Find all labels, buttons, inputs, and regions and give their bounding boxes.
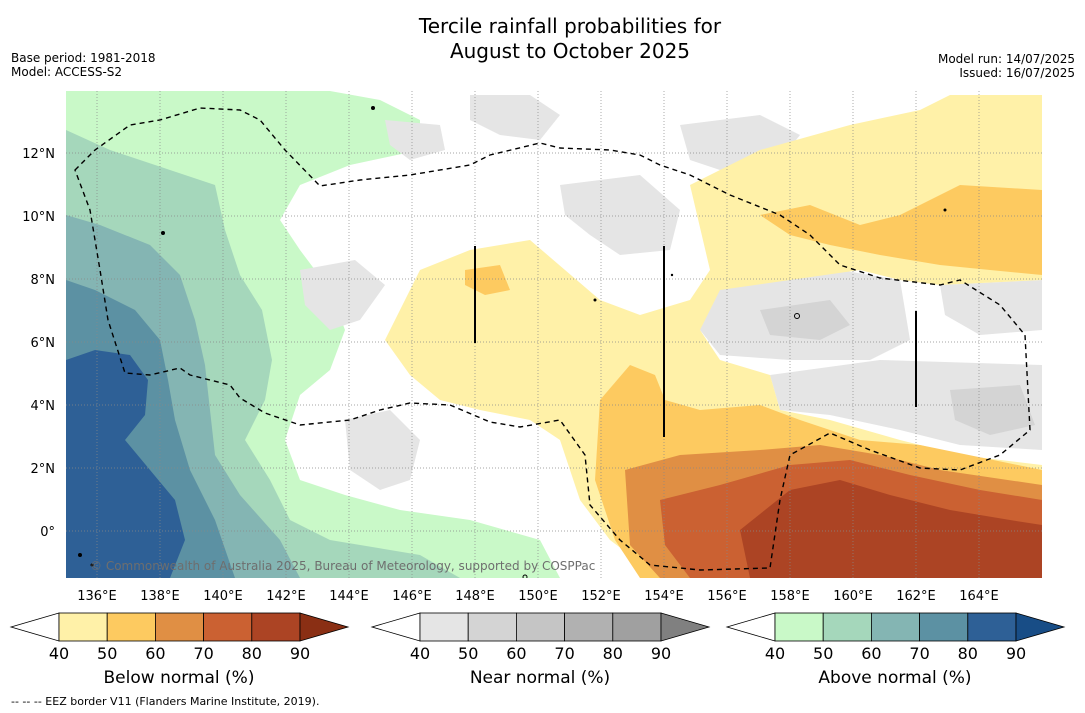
lon-label-140e: 140°E (203, 589, 243, 604)
lat-label-8n: 8°N (31, 273, 56, 288)
below-normal-colorbar: 40 50 60 70 80 90 (9, 612, 350, 663)
above-normal-colorbar-segment (871, 612, 921, 642)
lon-label-136e: 136°E (77, 589, 117, 604)
below-normal-colorbar-tick-label: 70 (193, 644, 213, 663)
eez-footnote: -- -- -- EEZ border V11 (Flanders Marine… (11, 695, 320, 708)
near-normal-patch-south (345, 410, 420, 490)
model-name: Model: ACCESS-S2 (11, 65, 123, 79)
title-line-2: August to October 2025 (449, 39, 691, 63)
lon-label-158e: 158°E (770, 589, 810, 604)
lon-label-164e: 164°E (959, 589, 999, 604)
below-normal-colorbar-tick-label: 90 (290, 644, 310, 663)
above-normal-colorbar-over-triangle (1015, 612, 1066, 642)
below-normal-colorbar-segment (251, 612, 301, 642)
near-normal-colorbar-segment (467, 612, 517, 642)
near-normal-patch-north (470, 95, 560, 140)
near-normal-patch-east-2 (760, 300, 850, 340)
map-area: © Commonwealth of Australia 2025, Bureau… (66, 91, 1042, 578)
above-normal-colorbar-segment (822, 612, 872, 642)
near-normal-label: Near normal (%) (469, 668, 611, 688)
near-normal-patch-southeast-2 (950, 385, 1035, 435)
near-normal-colorbar-segment (564, 612, 614, 642)
below-normal-50-small (465, 265, 510, 295)
lat-label-10n: 10°N (22, 210, 55, 225)
base-period: Base period: 1981-2018 (11, 51, 156, 65)
below-normal-colorbar-segment (203, 612, 253, 642)
above-normal-colorbar-segment (919, 612, 969, 642)
near-normal-patch-central (560, 175, 680, 255)
above-normal-colorbar-under-triangle (725, 612, 776, 642)
below-normal-colorbar-segment (58, 612, 108, 642)
lon-label-146e: 146°E (392, 589, 432, 604)
near-normal-colorbar-tick-label: 80 (603, 644, 623, 663)
near-normal-colorbar-tick-label: 50 (458, 644, 478, 663)
issued-date: Issued: 16/07/2025 (959, 66, 1075, 80)
below-normal-colorbar-segment (154, 612, 204, 642)
islands (78, 106, 947, 578)
above-normal-colorbar: 40 50 60 70 80 90 (725, 612, 1066, 663)
near-normal-colorbar-segment (516, 612, 566, 642)
colorbars: 40 50 60 70 80 90 40 50 60 70 80 90 40 50 60 70 80 90 (9, 612, 1066, 663)
run-info: Model run: 14/07/2025 Issued: 16/07/2025 (938, 52, 1075, 80)
lon-label-152e: 152°E (581, 589, 621, 604)
boundary-lines (474, 246, 917, 437)
below-normal-80-region (740, 480, 1042, 578)
below-normal-colorbar-tick-label: 60 (145, 644, 165, 663)
near-normal-colorbar-segment (612, 612, 662, 642)
lat-label-12n: 12°N (22, 147, 55, 162)
below-normal-colorbar-tick-label: 50 (97, 644, 117, 663)
gridlines (66, 91, 1042, 578)
lat-label-4n: 4°N (31, 399, 56, 414)
map-title: Tercile rainfall probabilities for Augus… (370, 14, 770, 64)
lat-label-6n: 6°N (31, 336, 56, 351)
near-normal-colorbar-tick-label: 90 (651, 644, 671, 663)
below-normal-colorbar-under-triangle (9, 612, 60, 642)
near-normal-colorbar-tick-label: 60 (506, 644, 526, 663)
below-normal-colorbar-segment (106, 612, 156, 642)
above-normal-colorbar-tick-label: 70 (909, 644, 929, 663)
above-normal-colorbar-tick-label: 40 (765, 644, 785, 663)
lat-label-0: 0° (40, 525, 55, 540)
model-run-date: Model run: 14/07/2025 (937, 52, 1075, 66)
below-normal-50-north (760, 185, 1042, 275)
near-normal-patch-far-east (940, 280, 1042, 335)
above-normal-colorbar-tick-label: 60 (861, 644, 881, 663)
near-normal-colorbar-over-triangle (660, 612, 711, 642)
lon-label-148e: 148°E (455, 589, 495, 604)
above-normal-80-region (66, 350, 185, 578)
near-normal-colorbar-tick-label: 70 (554, 644, 574, 663)
lon-label-154e: 154°E (644, 589, 684, 604)
below-normal-colorbar-tick-label: 40 (49, 644, 69, 663)
near-normal-patch-west (300, 260, 385, 330)
lon-label-142e: 142°E (266, 589, 306, 604)
latitude-labels: 12°N 10°N 8°N 6°N 4°N 2°N 0° (22, 147, 55, 540)
below-normal-label: Below normal (%) (103, 668, 255, 688)
above-normal-colorbar-segment (967, 612, 1017, 642)
title-line-1: Tercile rainfall probabilities for (418, 14, 722, 38)
base-info: Base period: 1981-2018 Model: ACCESS-S2 (11, 51, 156, 79)
lon-label-138e: 138°E (140, 589, 180, 604)
lon-label-156e: 156°E (707, 589, 747, 604)
above-normal-colorbar-tick-label: 50 (813, 644, 833, 663)
near-normal-colorbar-segment (419, 612, 469, 642)
lon-label-150e: 150°E (518, 589, 558, 604)
below-normal-colorbar-over-triangle (299, 612, 350, 642)
lon-label-144e: 144°E (329, 589, 369, 604)
near-normal-colorbar: 40 50 60 70 80 90 (370, 612, 711, 663)
below-normal-colorbar-tick-label: 80 (242, 644, 262, 663)
near-normal-patch-north-2 (385, 120, 445, 160)
above-normal-colorbar-tick-label: 80 (958, 644, 978, 663)
near-normal-colorbar-tick-label: 40 (410, 644, 430, 663)
lon-label-160e: 160°E (833, 589, 873, 604)
near-normal-colorbar-under-triangle (370, 612, 421, 642)
longitude-labels: 136°E 138°E 140°E 142°E 144°E 146°E 148°… (77, 589, 999, 604)
above-normal-label: Above normal (%) (818, 668, 972, 688)
above-normal-colorbar-segment (774, 612, 824, 642)
lat-label-2n: 2°N (31, 462, 56, 477)
copyright-text: © Commonwealth of Australia 2025, Bureau… (90, 559, 595, 573)
lon-label-162e: 162°E (896, 589, 936, 604)
above-normal-colorbar-tick-label: 90 (1006, 644, 1026, 663)
